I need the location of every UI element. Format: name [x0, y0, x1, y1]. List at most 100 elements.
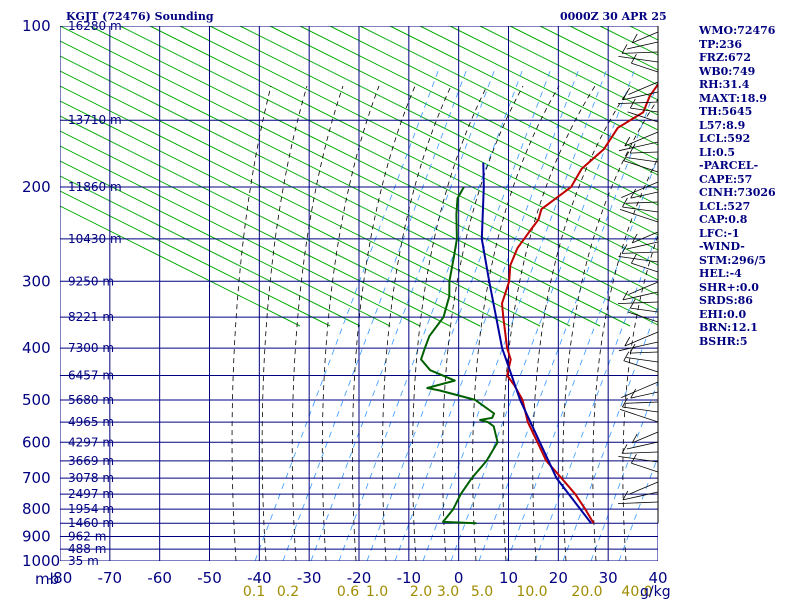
dry-adiabat-line — [389, 26, 658, 161]
height-label: 7300 m — [68, 341, 114, 355]
sounding-traces — [420, 82, 658, 525]
dry-adiabat-line — [60, 160, 391, 327]
height-label: 8221 m — [68, 310, 114, 324]
mixing-ratio-label: 2.0 — [410, 584, 432, 600]
wind-barb — [629, 351, 659, 354]
wind-barb-flag — [622, 397, 628, 408]
wind-barb-flag — [622, 197, 628, 208]
height-label: 6457 m — [68, 368, 114, 382]
moist-adiabat-line — [351, 85, 416, 561]
height-label: 10430 m — [68, 232, 122, 246]
dry-adiabat-line — [179, 26, 658, 266]
index-line: -PARCEL- — [699, 159, 759, 172]
height-label: 962 m — [68, 530, 106, 544]
wind-barb — [630, 107, 659, 113]
dry-adiabat-line — [329, 26, 658, 191]
index-line: L57:8.9 — [699, 118, 746, 132]
parcel-trace — [480, 162, 592, 524]
index-line: WMO:72476 — [699, 24, 776, 37]
moist-adiabat-line — [442, 85, 524, 561]
index-line: LFC:-1 — [699, 226, 740, 240]
wind-barb — [617, 101, 659, 104]
pressure-tick-label: 800 — [22, 500, 51, 518]
wind-barb — [618, 456, 659, 463]
index-line: LI:0.5 — [699, 145, 736, 159]
dry-adiabat-line — [60, 40, 631, 327]
grid — [60, 26, 658, 561]
wind-barb — [619, 409, 659, 423]
wind-barb — [623, 360, 659, 373]
height-label: 4297 m — [68, 435, 114, 449]
wind-barb — [622, 91, 659, 101]
temperature-tick-label: 10 — [499, 569, 518, 587]
wind-barb — [621, 451, 659, 454]
wind-barb-flag — [629, 98, 636, 109]
wind-barb — [623, 160, 659, 173]
temperature-tick-label: 40 — [648, 569, 667, 587]
temperature-tick-label: 20 — [549, 569, 568, 587]
moist-adiabat-line — [562, 98, 658, 561]
dry-adiabat-line — [119, 26, 658, 296]
temperature-tick-label: -70 — [98, 569, 123, 587]
pressure-tick-label: 600 — [22, 433, 51, 451]
wind-barb — [627, 111, 659, 123]
index-line: SHR+:0.0 — [699, 280, 759, 294]
wind-barb-flag — [630, 388, 637, 399]
indices-panel: WMO:72476 TP:236 FRZ:672 WB0:749 RH:31.4 MAXT… — [699, 24, 799, 348]
wind-barb-flag — [621, 44, 628, 54]
moist-adiabat-line — [291, 85, 344, 561]
station-title: KGJT (72476) Sounding — [66, 10, 214, 23]
pressure-tick-label: 100 — [22, 17, 51, 35]
wind-barb — [617, 501, 659, 504]
wind-barb — [619, 209, 659, 223]
wind-barb-flag — [631, 433, 638, 444]
dry-adiabat-line — [60, 85, 541, 327]
wind-barb — [622, 291, 659, 301]
index-line: -WIND- — [699, 240, 745, 253]
index-line: WB0:749 — [699, 64, 756, 78]
mixing-ratio-unit: g/kg — [640, 584, 671, 600]
mixing-ratio-label: 1.0 — [366, 584, 388, 600]
index-line: LCL:592 — [699, 132, 751, 145]
dry-adiabat-line — [449, 26, 658, 131]
wind-barb-flag — [621, 244, 628, 254]
mixing-ratio-label: 0.2 — [277, 584, 299, 600]
wind-barb-flag — [630, 188, 637, 199]
dry-adiabats — [60, 26, 658, 327]
mixing-ratio-label: 5.0 — [471, 584, 493, 600]
height-label: 5680 m — [68, 393, 114, 407]
index-line: BRN:12.1 — [699, 321, 758, 334]
wind-barb — [628, 481, 659, 495]
moist-adiabat-line — [382, 85, 452, 561]
wind-barb-flag — [622, 490, 629, 501]
wind-barb — [626, 41, 659, 50]
index-line: RH:31.4 — [699, 78, 750, 91]
index-line: CINH:73026 — [699, 186, 776, 199]
wind-barb-flag — [622, 290, 629, 301]
temperature-tick-label: 0 — [454, 569, 464, 587]
mixing-ratio-label: 0.6 — [337, 584, 359, 600]
temperature-tick-label: -40 — [247, 569, 272, 587]
temperature-tick-label: -50 — [197, 569, 222, 587]
mixing-ratio-label: 0.1 — [243, 584, 265, 600]
wind-barb — [626, 241, 659, 250]
wind-barb-flag — [624, 136, 631, 147]
temperature-tick-label: -30 — [297, 569, 322, 587]
index-line: TP:236 — [699, 37, 743, 51]
index-line: HEL:-4 — [699, 267, 742, 280]
height-label: 16280 m — [68, 19, 122, 33]
wind-barb — [621, 381, 659, 398]
wind-barb — [618, 56, 659, 63]
wind-barb — [618, 341, 659, 352]
pressure-tick-label: 400 — [22, 339, 51, 357]
wind-barb — [626, 441, 659, 450]
wind-barb — [622, 206, 659, 213]
wind-barb — [621, 181, 659, 198]
dry-adiabat-line — [209, 26, 658, 251]
temperature-tick-label: -10 — [397, 569, 422, 587]
moist-adiabat-line — [622, 234, 658, 561]
index-line: CAPE:57 — [699, 172, 753, 186]
dry-adiabat-line — [60, 175, 361, 327]
temperature-tick-label: -80 — [48, 569, 73, 587]
